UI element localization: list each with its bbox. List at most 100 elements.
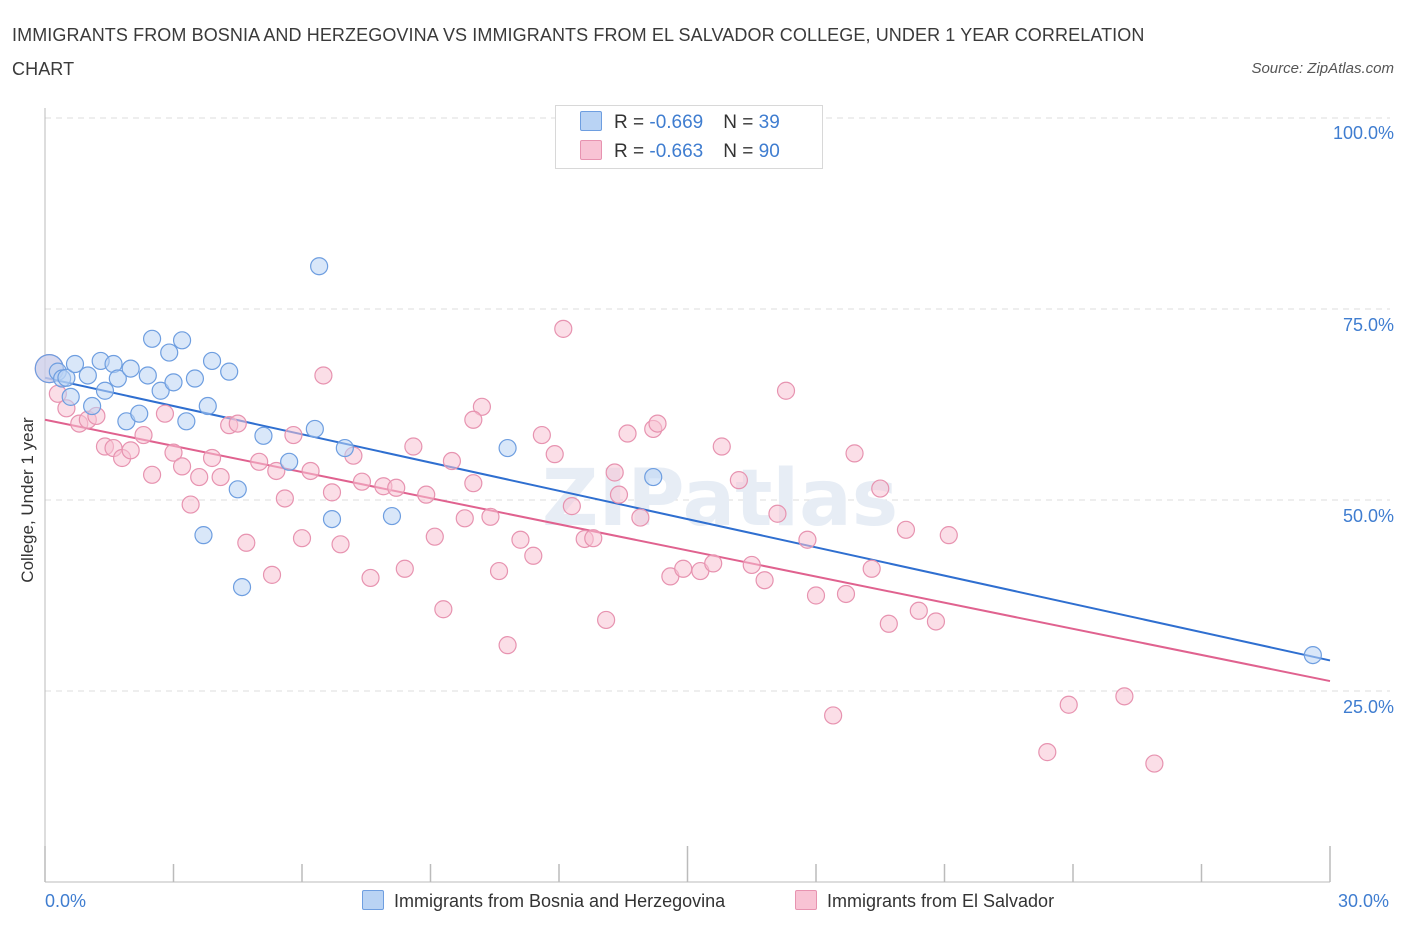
data-point-pink bbox=[609, 485, 629, 504]
data-point-blue bbox=[121, 359, 140, 378]
data-point-pink bbox=[1059, 695, 1078, 714]
data-point-blue bbox=[78, 366, 97, 385]
data-point-pink bbox=[648, 414, 667, 433]
data-point-blue bbox=[95, 381, 115, 400]
data-point-pink bbox=[524, 546, 543, 565]
data-point-blue bbox=[151, 381, 170, 400]
data-point-pink bbox=[896, 520, 916, 539]
data-point-pink bbox=[1115, 687, 1134, 706]
legend-n-label: N = bbox=[723, 112, 759, 133]
x-tick-label-min: 0.0% bbox=[45, 891, 87, 911]
y-tick-label-50: 50.0% bbox=[1342, 506, 1394, 526]
data-point-pink bbox=[292, 529, 312, 548]
data-point-pink bbox=[909, 601, 928, 620]
legend-r-value: -0.669 bbox=[649, 112, 704, 133]
data-point-pink bbox=[352, 472, 372, 491]
data-point-pink bbox=[395, 559, 414, 578]
data-point-pink bbox=[605, 463, 624, 482]
legend-r-label: R = bbox=[614, 141, 650, 162]
data-point-blue bbox=[138, 366, 157, 385]
data-point-pink bbox=[729, 471, 749, 490]
axes bbox=[44, 108, 1331, 883]
data-point-blue bbox=[498, 438, 517, 458]
data-point-pink bbox=[464, 474, 483, 493]
data-point-pink bbox=[618, 424, 637, 443]
data-point-pink bbox=[275, 489, 294, 508]
data-point-pink bbox=[425, 527, 444, 546]
bottom-legend-item-blue: Immigrants from Bosnia and Herzegovina bbox=[362, 890, 725, 912]
bottom-legend-label: Immigrants from El Salvador bbox=[827, 891, 1055, 911]
chart-title: IMMIGRANTS FROM BOSNIA AND HERZEGOVINA V… bbox=[12, 25, 1145, 79]
data-point-blue bbox=[198, 396, 217, 416]
data-point-pink bbox=[532, 425, 551, 445]
data-point-pink bbox=[1145, 754, 1164, 773]
data-point-blue bbox=[335, 438, 354, 458]
data-point-pink bbox=[481, 507, 500, 526]
data-point-pink bbox=[584, 529, 603, 548]
data-point-pink bbox=[322, 483, 342, 502]
data-point-pink bbox=[755, 571, 774, 590]
data-point-pink bbox=[554, 319, 573, 338]
data-point-pink bbox=[939, 526, 958, 545]
data-point-blue bbox=[160, 343, 179, 362]
grid-lines bbox=[45, 117, 1390, 692]
data-point-blue bbox=[322, 509, 342, 529]
data-point-blue bbox=[232, 577, 252, 597]
data-point-blue bbox=[142, 329, 162, 348]
data-point-pink bbox=[155, 404, 175, 423]
data-point-pink bbox=[202, 448, 222, 468]
data-point-pink bbox=[926, 612, 946, 631]
data-point-pink bbox=[768, 504, 787, 523]
data-points bbox=[34, 257, 1322, 773]
data-point-pink bbox=[134, 425, 153, 445]
data-point-pink bbox=[798, 530, 817, 549]
data-point-pink bbox=[404, 437, 423, 456]
data-point-pink bbox=[455, 509, 474, 528]
data-point-pink bbox=[824, 706, 843, 725]
data-point-blue bbox=[57, 368, 76, 387]
data-point-pink bbox=[237, 533, 256, 552]
data-point-blue bbox=[83, 396, 102, 416]
data-point-pink bbox=[631, 508, 650, 527]
data-point-blue bbox=[164, 373, 183, 392]
data-point-pink bbox=[361, 568, 380, 588]
data-point-pink bbox=[597, 610, 616, 630]
data-point-pink bbox=[250, 452, 269, 471]
data-point-pink bbox=[142, 465, 162, 484]
data-point-pink bbox=[836, 584, 856, 604]
data-point-pink bbox=[776, 381, 796, 400]
data-point-pink bbox=[712, 437, 731, 456]
data-point-pink bbox=[545, 445, 564, 464]
data-point-pink bbox=[704, 554, 723, 573]
data-point-pink bbox=[489, 561, 509, 581]
bottom-legend: Immigrants from Bosnia and Herzegovina I… bbox=[0, 890, 1406, 914]
data-point-blue bbox=[130, 404, 149, 423]
trend-line-blue bbox=[44, 376, 1331, 662]
legend-n-label: N = bbox=[723, 141, 759, 162]
legend-swatch-pink bbox=[580, 140, 602, 160]
data-point-pink bbox=[181, 495, 200, 514]
watermark: ZIPatlas bbox=[542, 454, 898, 544]
legend-n-value: 39 bbox=[758, 112, 780, 133]
legend-swatch-blue bbox=[580, 111, 602, 131]
data-point-blue bbox=[185, 369, 205, 388]
y-tick-label-25: 25.0% bbox=[1342, 697, 1394, 717]
bottom-legend-swatch-blue bbox=[362, 890, 384, 910]
bottom-legend-swatch-pink bbox=[795, 890, 817, 910]
data-point-blue bbox=[177, 412, 196, 431]
data-point-pink bbox=[417, 485, 436, 504]
data-point-pink bbox=[442, 451, 462, 471]
data-point-pink bbox=[211, 467, 230, 487]
data-point-pink bbox=[674, 559, 693, 578]
data-point-blue bbox=[194, 526, 213, 545]
data-point-pink bbox=[434, 600, 453, 619]
legend-row-pink: R = -0.663 N = 90 bbox=[580, 140, 780, 170]
data-point-blue bbox=[220, 362, 239, 381]
x-tick-label-max: 30.0% bbox=[1338, 891, 1390, 911]
data-point-pink bbox=[806, 586, 826, 605]
legend: R = -0.669 N = 39 R = -0.663 N = 90 bbox=[555, 105, 823, 169]
data-point-pink bbox=[262, 565, 282, 584]
data-point-blue bbox=[172, 331, 192, 350]
data-point-blue bbox=[65, 354, 85, 374]
